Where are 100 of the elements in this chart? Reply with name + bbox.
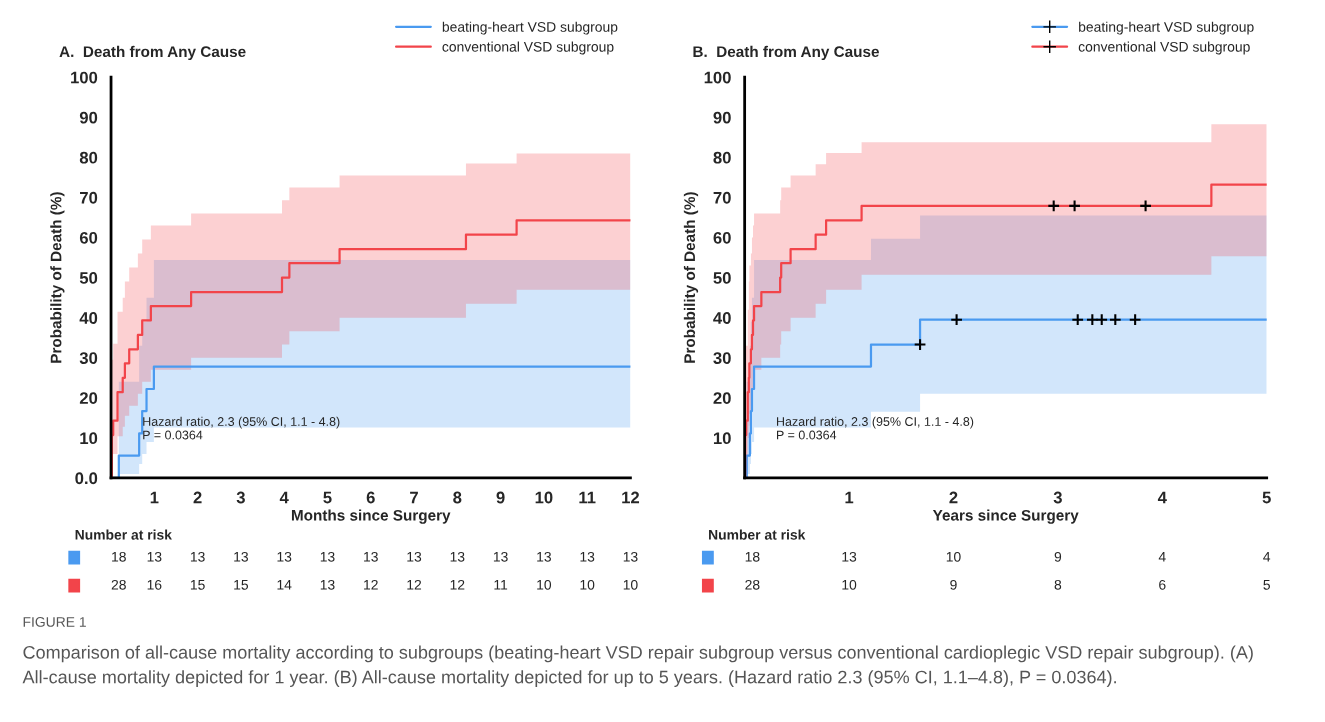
- legend-label: beating-heart VSD subgroup: [1079, 21, 1254, 35]
- text: 13: [537, 551, 551, 562]
- y-axis-title: Probability of Death (%): [683, 192, 699, 363]
- chart-title: A. Death from Any Cause: [59, 45, 246, 61]
- text: 10: [537, 579, 552, 590]
- y-tick-label: 20: [79, 392, 98, 405]
- text: 10: [842, 579, 857, 590]
- text: 14: [277, 580, 292, 590]
- x-tick-label: 5: [323, 491, 332, 504]
- text: Number at risk: [75, 529, 172, 540]
- text: 13: [623, 551, 638, 562]
- text: 13: [407, 551, 422, 562]
- y-tick-label: 40: [713, 312, 731, 324]
- y-tick-label: 30: [713, 352, 731, 364]
- caption: FIGURE 1: [23, 617, 86, 627]
- text: 16: [147, 579, 162, 590]
- x-tick-label: 7: [410, 491, 418, 504]
- y-tick-label: 0.0: [75, 472, 98, 485]
- x-tick-label: 1: [150, 491, 159, 504]
- x-tick-label: 3: [1053, 491, 1062, 504]
- text: Number at risk: [709, 529, 806, 540]
- point: [1085, 313, 1099, 327]
- y-tick-label: 70: [713, 191, 731, 204]
- text: 13: [842, 551, 857, 562]
- point: [1047, 199, 1061, 213]
- y-tick-label: 90: [79, 111, 98, 124]
- text: 15: [190, 580, 205, 590]
- text: 10: [580, 579, 595, 590]
- text: 4: [1158, 552, 1166, 562]
- y-tick-label: 40: [79, 312, 98, 324]
- x-tick-label: 4: [279, 491, 289, 504]
- text: 12: [364, 579, 378, 590]
- text: 13: [320, 579, 335, 590]
- point: [950, 313, 964, 327]
- x-tick-label: 5: [1262, 491, 1271, 504]
- text: 13: [320, 551, 335, 562]
- x-tick-label: 11: [579, 491, 596, 504]
- text: 13: [364, 551, 378, 562]
- text: 28: [111, 579, 126, 590]
- x-axis-title: Months since Surgery: [291, 509, 451, 524]
- text: 10: [946, 551, 961, 562]
- x-tick-label: 1: [845, 491, 854, 504]
- x-tick-label: 3: [236, 491, 245, 504]
- text: 13: [493, 551, 508, 562]
- x-tick-label: 10: [535, 491, 553, 504]
- y-tick-label: 60: [713, 231, 731, 244]
- text: 5: [1263, 580, 1270, 590]
- legend-label: conventional VSD subgroup: [442, 41, 614, 55]
- point: [1139, 199, 1152, 213]
- y-tick-label: 90: [713, 111, 731, 124]
- text: 13: [234, 551, 248, 562]
- point: [1068, 199, 1082, 213]
- text: 11: [494, 580, 508, 590]
- y-tick-label: 50: [713, 272, 731, 284]
- y-axis-title: Probability of Death (%): [50, 192, 65, 363]
- text: 8: [1054, 579, 1062, 590]
- text: 9: [1054, 551, 1062, 562]
- text: Comparison of all-cause mortality according to subgroups (beating-heart VSD repair subgroup versus conventional cardioplegic VSD repair subgroup). (A) All-cause mortality depicted for 1 year. (B) All-cause mortality depicted for up to 5 years. (Hazard ratio 2.3 (95% CI, 1.1–4.8), P = 0.0364).: [22, 645, 1253, 687]
- legend-label: conventional VSD subgroup: [1078, 41, 1250, 55]
- text: 9: [950, 579, 957, 590]
- x-axis-title: Years since Surgery: [932, 509, 1079, 524]
- text: 10: [623, 579, 638, 590]
- x-tick-label: 9: [496, 491, 505, 504]
- x-tick-label: 4: [1157, 491, 1167, 504]
- text: 12: [407, 579, 422, 590]
- x-tick-label: 2: [949, 491, 958, 504]
- y-tick-label: 100: [704, 71, 731, 84]
- y-tick-label: 10: [713, 432, 731, 445]
- text: 28: [745, 579, 760, 590]
- text: 13: [190, 551, 205, 562]
- point: [1128, 313, 1142, 327]
- annotation: Hazard ratio, 2.3 (95% CI, 1.1 - 4.8): [143, 416, 340, 429]
- point: [1095, 313, 1109, 327]
- y-tick-label: 20: [713, 392, 731, 405]
- text: 4: [1263, 552, 1271, 562]
- annotation: P = 0.0364: [143, 430, 203, 440]
- text: 13: [450, 551, 465, 562]
- legend-label: beating-heart VSD subgroup: [442, 21, 618, 35]
- y-tick-label: 10: [80, 432, 98, 445]
- text: 15: [234, 580, 249, 590]
- x-tick-label: 2: [193, 491, 202, 504]
- annotation: P = 0.0364: [777, 430, 837, 440]
- y-tick-label: 60: [79, 231, 98, 244]
- point: [1071, 313, 1085, 327]
- text: 13: [580, 551, 595, 562]
- y-tick-label: 50: [79, 272, 98, 284]
- point: [1108, 313, 1122, 327]
- annotation: Hazard ratio, 2.3 (95% CI, 1.1 - 4.8): [777, 416, 974, 429]
- text: 13: [277, 551, 292, 562]
- y-tick-label: 80: [713, 151, 731, 164]
- y-tick-label: 100: [71, 71, 98, 84]
- y-tick-label: 30: [79, 352, 98, 364]
- point: [913, 338, 927, 351]
- text: 12: [450, 579, 465, 590]
- text: 13: [147, 551, 162, 562]
- y-tick-label: 70: [80, 191, 98, 204]
- x-tick-label: 12: [622, 491, 640, 504]
- text: 18: [112, 551, 126, 562]
- y-tick-label: 80: [79, 151, 98, 164]
- x-tick-label: 6: [366, 491, 375, 504]
